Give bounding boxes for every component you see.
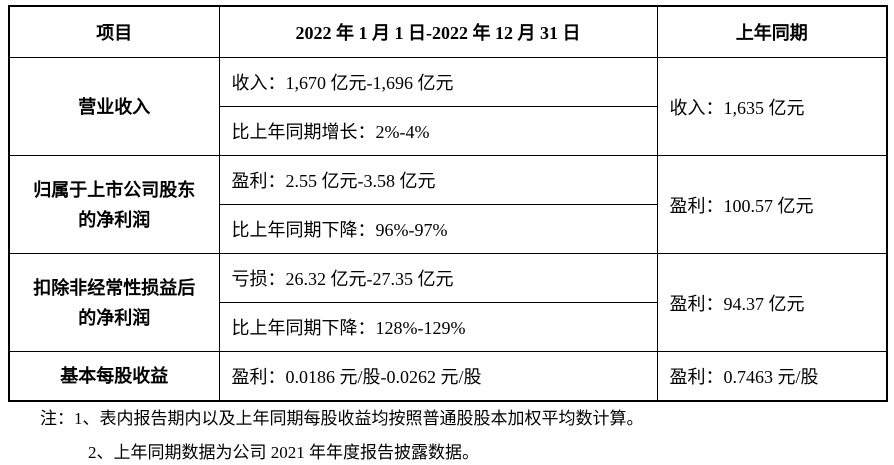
current-cell: 比上年同期下降：128%-129% xyxy=(218,302,658,352)
current-cell: 比上年同期下降：96%-97% xyxy=(218,204,658,254)
item-cell: 营业收入 xyxy=(8,57,220,156)
header-cell: 项目 xyxy=(8,5,220,58)
item-cell: 基本每股收益 xyxy=(8,351,220,402)
prior-cell: 收入：1,635 亿元 xyxy=(656,57,888,156)
header-row: 项目 2022 年 1 月 1 日-2022 年 12 月 31 日 上年同期 xyxy=(8,5,888,58)
table-row: 营业收入 收入：1,670 亿元-1,696 亿元 收入：1,635 亿元 xyxy=(8,57,888,156)
current-cell: 盈利：2.55 亿元-3.58 亿元 xyxy=(218,155,658,205)
table-row: 比上年同期下降：128%-129% xyxy=(9,302,887,352)
prior-cell: 盈利：100.57 亿元 xyxy=(656,155,888,254)
table-row: 归属于上市公司股东的净利润 盈利：2.55 亿元-3.58 亿元 盈利：100.57… xyxy=(8,155,888,254)
table-row: 基本每股收益 盈利：0.0186 元/股-0.0262 元/股 盈利：0.7463 … xyxy=(8,351,888,402)
results-table: 项目 2022 年 1 月 1 日-2022 年 12 月 31 日 上年同期 … xyxy=(8,5,888,402)
current-cell: 亏损：26.32 亿元-27.35 亿元 xyxy=(218,253,658,303)
table-row: 扣除非经常性损益后的净利润 亏损：26.32 亿元-27.35 亿元 盈利：94.3… xyxy=(8,253,888,352)
prior-cell: 盈利：0.7463 元/股 xyxy=(656,351,888,402)
table-row: 比上年同期增长：2%-4% xyxy=(9,106,887,156)
item-cell: 归属于上市公司股东的净利润 xyxy=(8,155,220,254)
note: 注：1、表内报告期内以及上年同期每股收益均按照普通股股本加权平均数计算。 xyxy=(40,409,644,428)
prior-cell: 盈利：94.37 亿元 xyxy=(656,253,888,352)
table-row: 比上年同期下降：96%-97% xyxy=(9,204,887,254)
current-cell: 比上年同期增长：2%-4% xyxy=(218,106,658,156)
current-cell: 盈利：0.0186 元/股-0.0262 元/股 xyxy=(218,351,658,402)
current-cell: 收入：1,670 亿元-1,696 亿元 xyxy=(218,57,658,107)
header-cell: 2022 年 1 月 1 日-2022 年 12 月 31 日 xyxy=(218,5,658,58)
item-cell: 扣除非经常性损益后的净利润 xyxy=(8,253,220,352)
header-cell: 上年同期 xyxy=(656,5,888,58)
note: 2、上年同期数据为公司 2021 年年度报告披露数据。 xyxy=(88,443,479,462)
